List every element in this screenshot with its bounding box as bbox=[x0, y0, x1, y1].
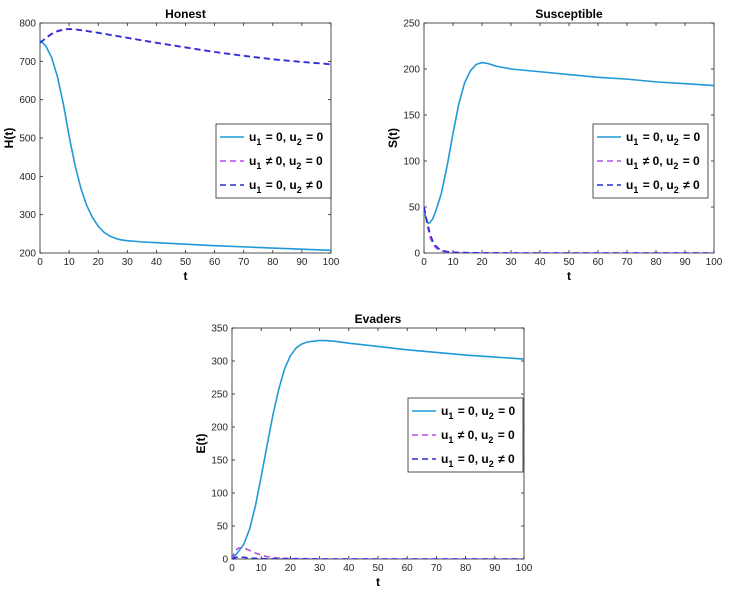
legend: u1 = 0, u2 = 0 u1 ≠ 0, u2 = 0 u1 = 0, u2 ≠… bbox=[592, 123, 709, 199]
x-tick-label: 40 bbox=[151, 257, 163, 268]
y-axis-label: E(t) bbox=[194, 434, 208, 454]
y-tick-label: 600 bbox=[19, 95, 36, 106]
x-tick-label: 20 bbox=[93, 257, 105, 268]
series-line-1 bbox=[424, 61, 714, 225]
x-tick-label: 50 bbox=[563, 257, 575, 268]
y-tick-label: 300 bbox=[19, 210, 36, 221]
x-tick-label: 70 bbox=[431, 563, 443, 574]
x-tick-label: 30 bbox=[122, 257, 134, 268]
chart-honest: 0 10 20 30 40 50 60 70 80 90 100 200 300 400 500 600 700… bbox=[2, 7, 340, 283]
y-tick-label: 200 bbox=[403, 65, 420, 76]
x-tick-label: 70 bbox=[621, 257, 633, 268]
x-tick-label: 20 bbox=[285, 563, 297, 574]
chart-susceptible: 0 10 20 30 40 50 60 70 80 90 100 0 50 100 150 200 250 Sus… bbox=[386, 7, 723, 283]
legend-entry: u1 = 0, u2 = 0 bbox=[626, 130, 700, 147]
y-tick-label: 800 bbox=[19, 19, 36, 30]
x-tick-label: 100 bbox=[516, 563, 533, 574]
x-tick-label: 50 bbox=[180, 257, 192, 268]
series-line-1 bbox=[40, 39, 331, 252]
y-tick-label: 700 bbox=[19, 57, 36, 68]
x-tick-label: 0 bbox=[421, 257, 427, 268]
x-tick-label: 80 bbox=[460, 563, 472, 574]
legend-entry: u1 = 0, u2 ≠ 0 bbox=[626, 178, 700, 195]
x-tick-label: 70 bbox=[238, 257, 250, 268]
series-line-3 bbox=[40, 28, 331, 66]
y-tick-label: 400 bbox=[19, 172, 36, 183]
y-tick-label: 250 bbox=[211, 390, 228, 401]
x-tick-label: 10 bbox=[256, 563, 268, 574]
legend: u1 = 0, u2 = 0 u1 ≠ 0, u2 = 0 u1 = 0, u2 ≠… bbox=[407, 397, 524, 473]
x-tick-label: 60 bbox=[402, 563, 414, 574]
chart-title: Susceptible bbox=[535, 7, 603, 21]
chart-title: Evaders bbox=[355, 312, 402, 326]
legend-entry: u1 = 0, u2 = 0 bbox=[441, 404, 515, 421]
chart-title: Honest bbox=[165, 7, 206, 21]
y-axis-label: H(t) bbox=[2, 128, 16, 149]
x-tick-label: 90 bbox=[679, 257, 691, 268]
legend-entry: u1 ≠ 0, u2 = 0 bbox=[441, 428, 515, 445]
x-tick-label: 60 bbox=[592, 257, 604, 268]
y-tick-label: 0 bbox=[222, 555, 228, 566]
y-tick-label: 50 bbox=[409, 203, 421, 214]
x-axis-label: t bbox=[184, 269, 188, 283]
x-tick-label: 10 bbox=[64, 257, 76, 268]
x-tick-label: 80 bbox=[267, 257, 279, 268]
x-tick-label: 0 bbox=[229, 563, 235, 574]
y-tick-label: 350 bbox=[211, 324, 228, 335]
y-tick-label: 100 bbox=[403, 157, 420, 168]
x-tick-label: 40 bbox=[534, 257, 546, 268]
x-tick-label: 20 bbox=[476, 257, 488, 268]
legend-entry: u1 ≠ 0, u2 = 0 bbox=[626, 154, 700, 171]
x-tick-label: 30 bbox=[314, 563, 326, 574]
series-line-3 bbox=[424, 206, 714, 253]
x-tick-label: 40 bbox=[343, 563, 355, 574]
x-tick-label: 80 bbox=[650, 257, 662, 268]
x-tick-label: 100 bbox=[706, 257, 723, 268]
legend-entry: u1 = 0, u2 = 0 bbox=[249, 130, 323, 147]
series-line-3 bbox=[232, 556, 524, 559]
y-tick-label: 250 bbox=[403, 19, 420, 30]
chart-evaders: 0 10 20 30 40 50 60 70 80 90 100 0 50 100 150 200 250 300… bbox=[194, 312, 533, 589]
series-line-2 bbox=[232, 546, 524, 559]
x-tick-label: 30 bbox=[505, 257, 517, 268]
legend-entry: u1 = 0, u2 ≠ 0 bbox=[249, 178, 323, 195]
y-tick-label: 500 bbox=[19, 134, 36, 145]
y-tick-label: 100 bbox=[211, 489, 228, 500]
y-tick-label: 300 bbox=[211, 357, 228, 368]
legend-entry: u1 ≠ 0, u2 = 0 bbox=[249, 154, 323, 171]
x-tick-label: 100 bbox=[323, 257, 340, 268]
x-axis-label: t bbox=[376, 575, 380, 589]
y-tick-label: 150 bbox=[403, 111, 420, 122]
x-tick-label: 60 bbox=[209, 257, 221, 268]
x-tick-label: 0 bbox=[37, 257, 43, 268]
series-line-1 bbox=[232, 339, 524, 559]
legend-entry: u1 = 0, u2 ≠ 0 bbox=[441, 452, 515, 469]
y-axis-label: S(t) bbox=[386, 128, 400, 148]
x-axis-label: t bbox=[567, 269, 571, 283]
y-tick-label: 200 bbox=[19, 249, 36, 260]
x-tick-label: 50 bbox=[372, 563, 384, 574]
x-tick-label: 10 bbox=[447, 257, 459, 268]
legend: u1 = 0, u2 = 0 u1 ≠ 0, u2 = 0 u1 = 0, u2 ≠… bbox=[215, 123, 332, 199]
x-tick-label: 90 bbox=[489, 563, 501, 574]
y-tick-label: 50 bbox=[217, 522, 229, 533]
y-tick-label: 200 bbox=[211, 423, 228, 434]
x-tick-label: 90 bbox=[296, 257, 308, 268]
y-tick-label: 150 bbox=[211, 456, 228, 467]
y-tick-label: 0 bbox=[414, 249, 420, 260]
